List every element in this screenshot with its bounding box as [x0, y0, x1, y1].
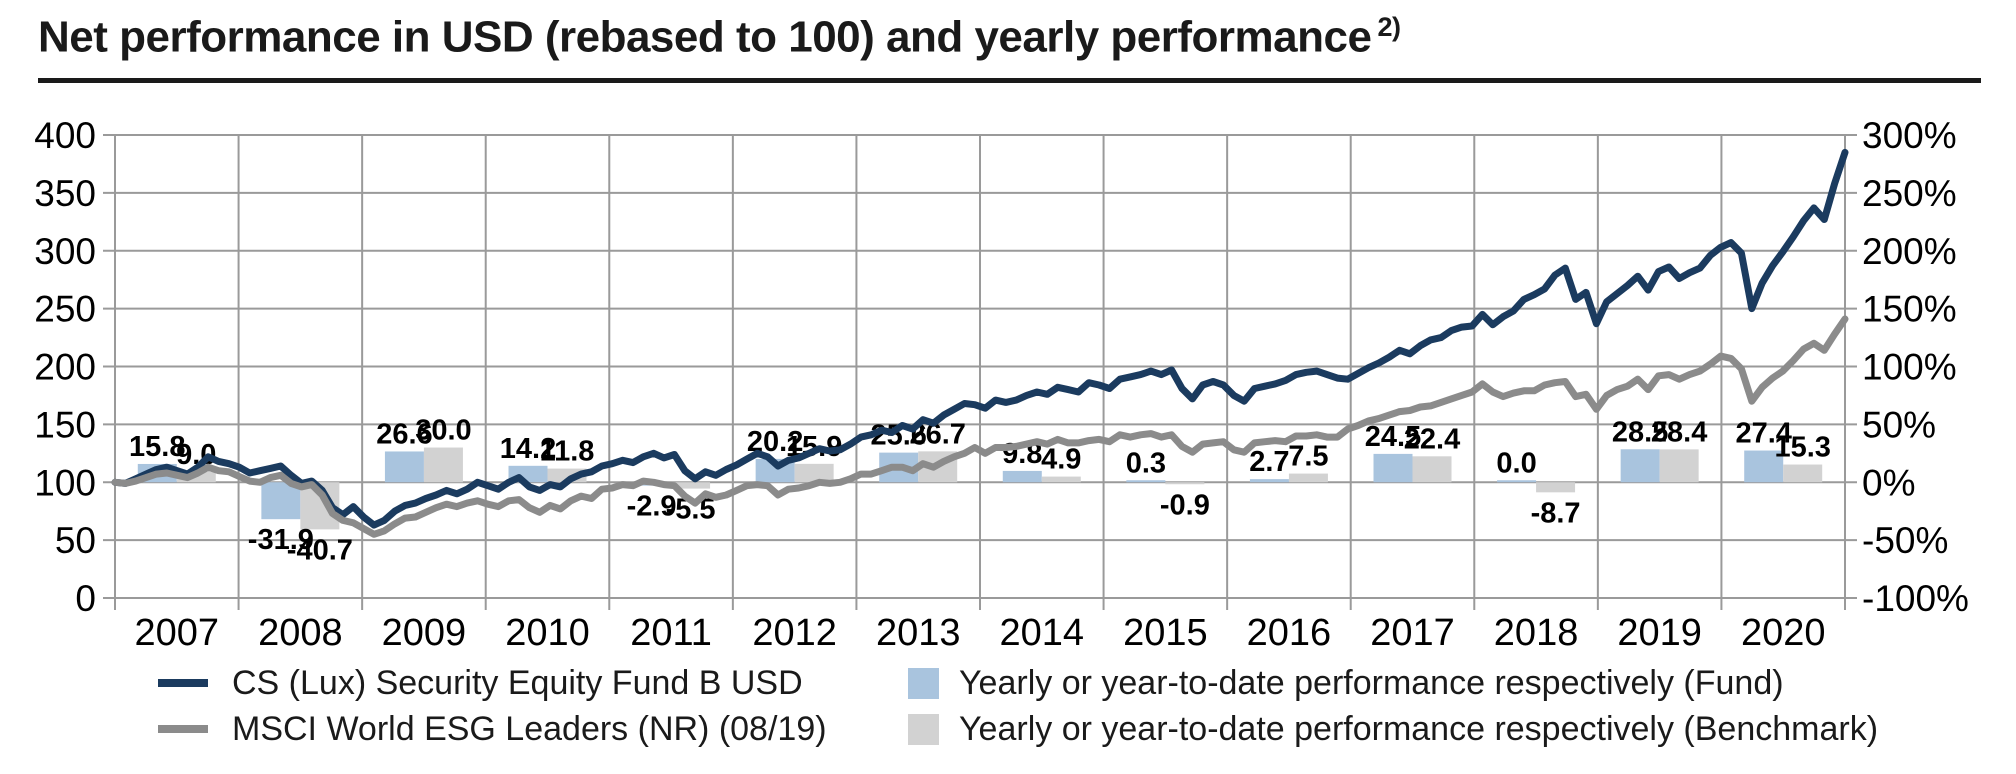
bar-value-label: 11.8 — [540, 436, 595, 468]
right-axis-tick-label: 50% — [1862, 404, 1936, 445]
left-axis-tick-label: 200 — [34, 347, 96, 388]
fund-bar — [1744, 450, 1784, 483]
performance-chart: 0 -100% 50 -50% 100 0% 150 50% 200 100% 250 150% 300… — [0, 100, 2016, 660]
benchmark-bar — [1659, 449, 1699, 483]
benchmark-bar — [1412, 456, 1452, 483]
bar-value-label: 0.0 — [1496, 447, 1536, 479]
fund-performance-line — [111, 148, 1849, 529]
fund-bar — [1620, 449, 1660, 483]
right-axis-tick-label: -50% — [1862, 520, 1948, 561]
year-label: 2010 — [505, 612, 590, 654]
benchmark-bar — [671, 482, 711, 489]
legend-line-column: CS (Lux) Security Equity Fund B USD MSCI… — [158, 660, 900, 752]
left-axis-tick-label: 150 — [34, 404, 96, 445]
right-axis-tick-label: 150% — [1862, 289, 1957, 330]
benchmark-bar — [423, 447, 463, 483]
benchmark-line-swatch — [158, 725, 208, 733]
legend-item-fund-line: CS (Lux) Security Equity Fund B USD — [158, 660, 900, 706]
chart-legend: CS (Lux) Security Equity Fund B USD MSCI… — [0, 660, 2016, 752]
fund-bar-swatch — [908, 667, 939, 699]
left-axis-tick-label: 50 — [55, 520, 96, 561]
year-label: 2011 — [630, 612, 712, 654]
fund-bar — [384, 451, 424, 483]
legend-item-fund-bar: Yearly or year-to-date performance respe… — [908, 660, 1878, 706]
right-axis-tick-label: -100% — [1862, 578, 1969, 619]
year-label: 2008 — [258, 612, 343, 654]
fund-bar — [1126, 480, 1166, 483]
chart-title-superscript: 2) — [1377, 12, 1401, 42]
year-label: 2009 — [382, 612, 467, 654]
benchmark-bar — [1288, 473, 1328, 483]
bar-value-label: 15.3 — [1774, 432, 1830, 464]
bar-value-label: 22.4 — [1404, 423, 1460, 455]
bar-value-label: 14.2 — [500, 433, 556, 465]
benchmark-bar — [1783, 464, 1823, 483]
left-axis-tick-label: 0 — [75, 578, 96, 619]
legend-label-benchmark-line: MSCI World ESG Leaders (NR) (08/19) — [232, 709, 827, 748]
bar-value-label: -40.7 — [287, 534, 353, 566]
year-label: 2020 — [1741, 612, 1826, 654]
benchmark-bar — [794, 463, 834, 483]
legend-bar-column: Yearly or year-to-date performance respe… — [908, 660, 1878, 752]
bar-value-label: 27.4 — [1735, 418, 1791, 450]
right-axis-tick-label: 250% — [1862, 173, 1957, 214]
right-axis-tick-label: 300% — [1862, 115, 1957, 156]
title-underline — [38, 78, 1981, 83]
benchmark-performance-line — [111, 315, 1849, 538]
year-label: 2017 — [1370, 612, 1455, 654]
benchmark-bar — [1041, 476, 1081, 483]
fund-bar — [1002, 470, 1042, 483]
right-axis-tick-label: 200% — [1862, 231, 1957, 272]
benchmark-bar — [1536, 482, 1576, 493]
bar-value-label: 15.8 — [129, 431, 185, 463]
bar-value-label: 28.4 — [1651, 416, 1707, 448]
left-axis-tick-label: 250 — [34, 289, 96, 330]
bar-value-label: -2.9 — [627, 491, 677, 523]
year-label: 2018 — [1494, 612, 1579, 654]
bar-value-label: 4.9 — [1041, 444, 1081, 476]
year-label: 2019 — [1617, 612, 1702, 654]
bar-value-label: 28.5 — [1612, 416, 1668, 448]
left-axis-tick-label: 100 — [34, 462, 96, 503]
bar-value-label: 30.0 — [415, 415, 471, 447]
legend-label-fund-bar: Yearly or year-to-date performance respe… — [959, 663, 1784, 702]
year-label: 2012 — [752, 612, 837, 654]
fund-bar — [1249, 479, 1289, 483]
benchmark-bar-swatch — [908, 713, 939, 745]
legend-item-benchmark-line: MSCI World ESG Leaders (NR) (08/19) — [158, 706, 900, 752]
year-label: 2015 — [1123, 612, 1208, 654]
performance-chart-svg: 0 -100% 50 -50% 100 0% 150 50% 200 100% 250 150% 300… — [34, 115, 1969, 654]
bar-value-label: 26.6 — [376, 418, 432, 450]
year-label: 2016 — [1247, 612, 1332, 654]
bar-value-label: 0.3 — [1126, 447, 1166, 479]
fund-bar — [1497, 480, 1537, 483]
year-label: 2007 — [135, 612, 220, 654]
legend-item-benchmark-bar: Yearly or year-to-date performance respe… — [908, 706, 1878, 752]
left-axis-tick-label: 300 — [34, 231, 96, 272]
right-axis-tick-label: 100% — [1862, 347, 1957, 388]
legend-label-fund-line: CS (Lux) Security Equity Fund B USD — [232, 663, 803, 702]
left-axis-tick-label: 350 — [34, 173, 96, 214]
bar-value-label: 7.5 — [1288, 441, 1328, 473]
bar-value-label: -0.9 — [1160, 489, 1210, 521]
left-axis-tick-label: 400 — [34, 115, 96, 156]
bar-value-label: 24.5 — [1365, 421, 1421, 453]
fund-bar — [261, 482, 301, 520]
bar-value-label: 2.7 — [1249, 446, 1289, 478]
legend-label-benchmark-bar: Yearly or year-to-date performance respe… — [959, 709, 1879, 748]
chart-title: Net performance in USD (rebased to 100) … — [38, 12, 1401, 63]
bar-value-label: -8.7 — [1531, 497, 1581, 529]
right-axis-tick-label: 0% — [1862, 462, 1915, 503]
chart-title-text: Net performance in USD (rebased to 100) … — [38, 12, 1372, 62]
fund-bar — [1373, 453, 1413, 483]
year-label: 2014 — [1000, 612, 1085, 654]
fund-line-swatch — [158, 679, 208, 687]
year-label: 2013 — [876, 612, 961, 654]
benchmark-bar — [1165, 482, 1205, 485]
bar-value-label: -31.9 — [248, 524, 314, 556]
